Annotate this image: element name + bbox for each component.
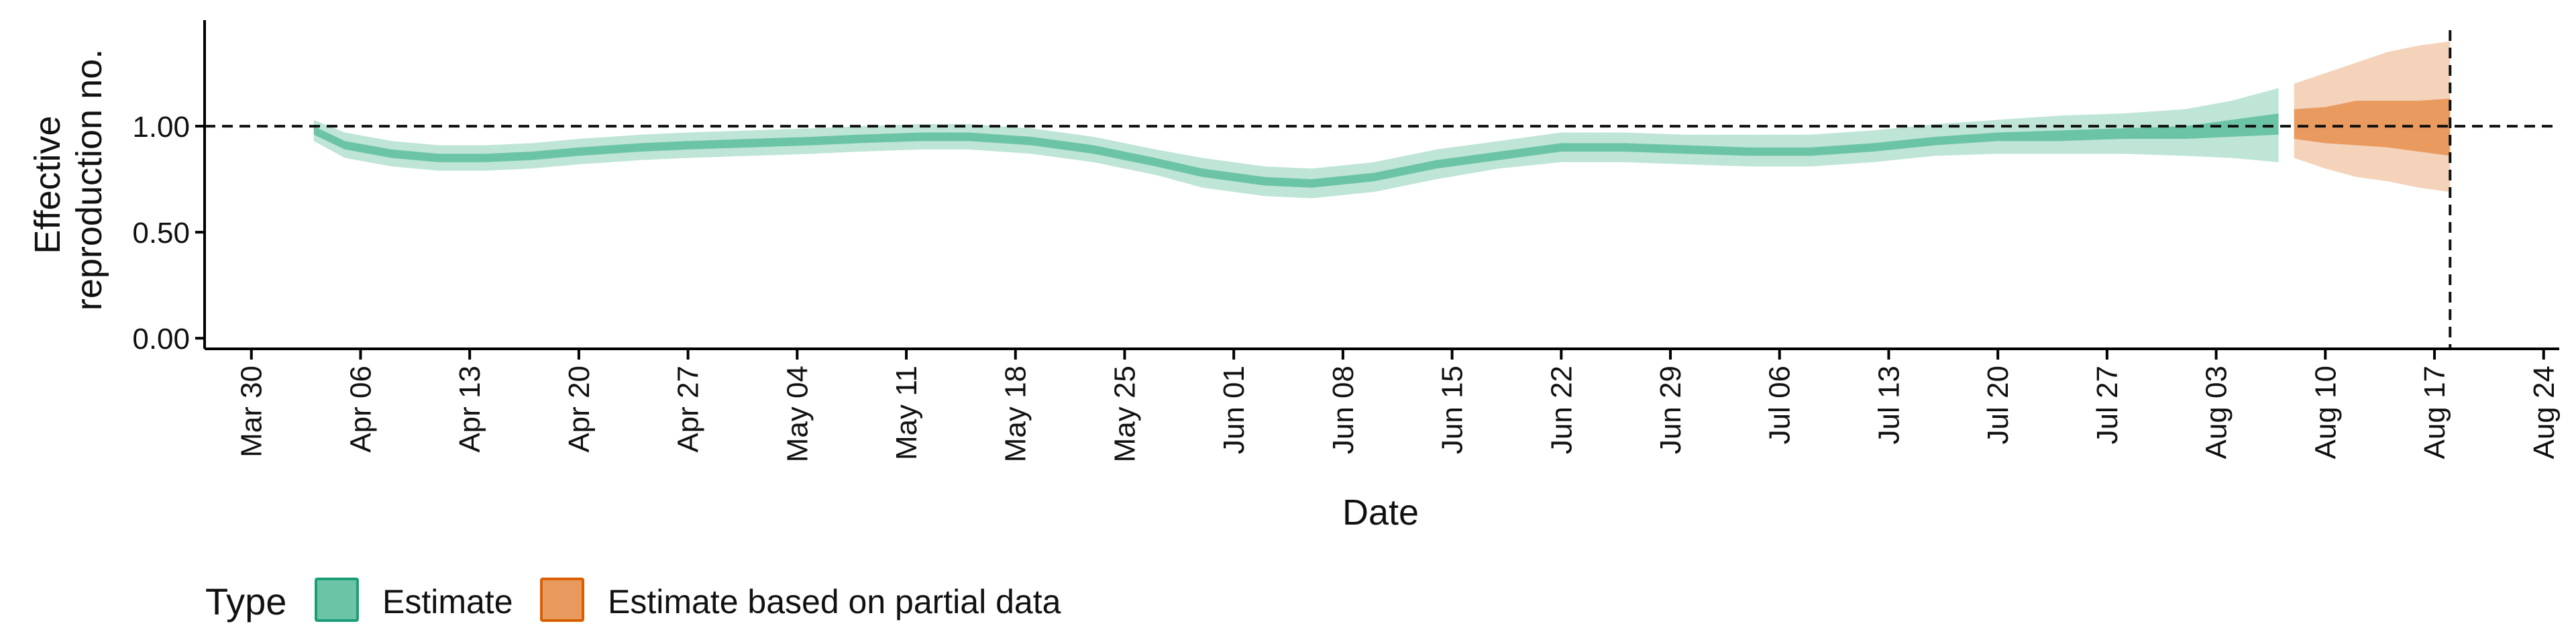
x-tick-label: Jun 01	[1218, 366, 1250, 454]
y-tick-label: 0.00	[132, 323, 190, 356]
x-tick-label: Jun 15	[1436, 366, 1469, 454]
x-axis-title: Date	[1342, 492, 1419, 533]
x-tick-label: May 04	[781, 366, 814, 462]
y-axis-title: Effective reproduction no.	[28, 49, 109, 311]
x-tick-label: Aug 17	[2418, 366, 2451, 459]
y-axis-title-line-1: Effective	[28, 115, 68, 254]
reference-lines	[205, 30, 2559, 349]
x-tick-label: May 25	[1109, 366, 1142, 462]
y-axis-title-line-2: reproduction no.	[69, 49, 109, 311]
y-axis-ticks: 0.00 0.50 1.00	[132, 111, 205, 356]
x-tick-label: Apr 06	[345, 366, 378, 453]
x-tick-label: Jul 06	[1764, 366, 1796, 444]
legend: Type Estimate Estimate based on partial …	[205, 578, 1061, 623]
x-tick-label: Jun 08	[1327, 366, 1360, 454]
y-tick-label: 1.00	[132, 111, 190, 144]
x-axis-ticks: Mar 30 Apr 06 Apr 13 Apr 20 Apr 27 May 04 May …	[235, 349, 2561, 462]
x-tick-label: Jul 27	[2091, 366, 2124, 444]
x-tick-label: Apr 20	[563, 366, 596, 453]
x-tick-label: Jun 22	[1545, 366, 1578, 454]
legend-title: Type	[205, 580, 286, 623]
x-tick-label: Aug 10	[2309, 366, 2342, 459]
series-bands	[313, 41, 2451, 199]
y-tick-label: 0.50	[132, 217, 190, 250]
legend-label-partial: Estimate based on partial data	[608, 583, 1061, 621]
legend-key-partial	[540, 578, 584, 622]
legend-label-estimate: Estimate	[382, 583, 513, 621]
x-tick-label: Aug 03	[2200, 366, 2233, 459]
axes	[203, 20, 2559, 350]
x-tick-label: Apr 27	[672, 366, 705, 453]
x-tick-label: Jul 20	[1982, 366, 2015, 444]
x-tick-label: Jul 13	[1873, 366, 1906, 444]
x-tick-label: May 11	[890, 366, 923, 460]
x-tick-label: May 18	[1000, 366, 1032, 462]
x-tick-label: Aug 24	[2528, 366, 2561, 459]
x-tick-label: Jun 29	[1654, 366, 1687, 454]
x-tick-label: Mar 30	[235, 366, 268, 458]
legend-key-estimate	[315, 578, 359, 622]
x-tick-label: Apr 13	[453, 366, 486, 453]
